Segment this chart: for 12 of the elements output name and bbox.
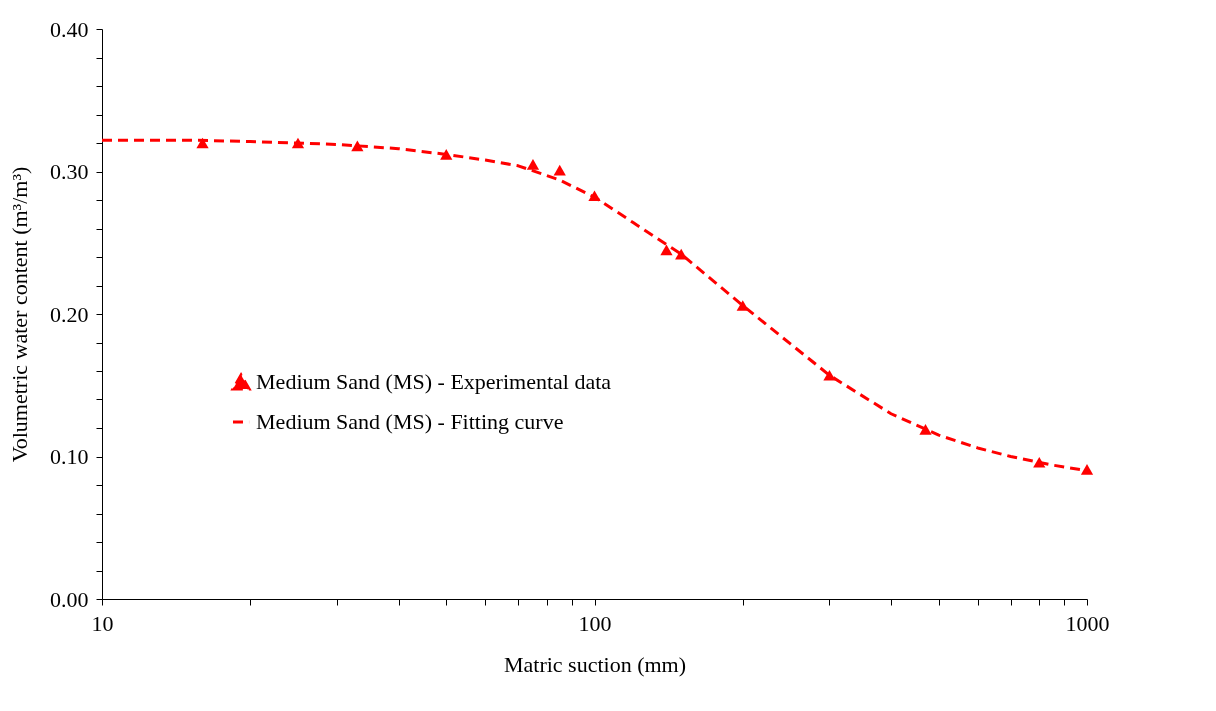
- y-tick-label: 0.10: [50, 444, 89, 469]
- x-tick-label: 100: [578, 610, 612, 636]
- x-axis-title: Matric suction (mm): [503, 651, 687, 677]
- y-tick-label: 0.20: [50, 301, 89, 327]
- y-tick-label: 0.40: [50, 16, 89, 42]
- y-axis-title: Volumetric water content (m³/m³): [7, 166, 32, 463]
- y-tick-label: 0.30: [50, 159, 89, 184]
- y-tick-label: 0.00: [50, 586, 89, 612]
- legend-label: Medium Sand (MS) - Experimental data: [256, 369, 612, 394]
- x-tick-label: 10: [91, 610, 114, 636]
- legend-label: Medium Sand (MS) - Fitting curve: [256, 409, 564, 434]
- x-tick-label: 1000: [1065, 610, 1110, 636]
